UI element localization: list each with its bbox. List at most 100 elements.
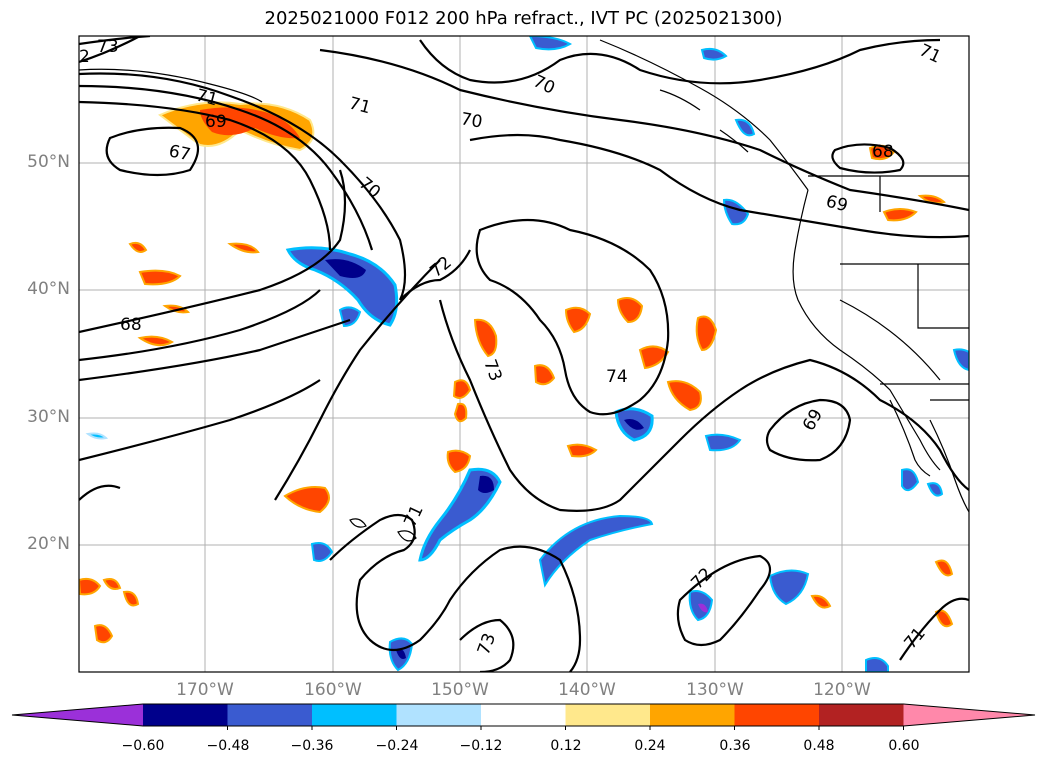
anomaly-blob <box>453 402 468 423</box>
gridlines <box>79 36 969 672</box>
colorbar-tick: −0.12 <box>459 738 503 754</box>
lon-label-170w: 170°W <box>176 680 234 700</box>
contour-label: 73 <box>97 37 119 57</box>
contour-line <box>899 597 969 661</box>
anomaly-blob <box>418 467 502 562</box>
contour-line <box>274 259 441 501</box>
lat-label-50n: 50°N <box>27 152 70 172</box>
contour-line <box>831 143 905 174</box>
contours <box>79 36 969 672</box>
colorbar-segment <box>819 704 904 726</box>
anomaly-blob <box>122 590 140 607</box>
anomaly-blob <box>564 306 592 334</box>
contour-line <box>105 126 200 177</box>
page-title: 2025021000 F012 200 hPa refract., IVT PC… <box>264 8 783 29</box>
contour-line <box>459 618 515 672</box>
anomaly-blob <box>533 364 556 386</box>
contour-label: 2 <box>79 47 90 67</box>
anomaly-blob <box>566 443 598 458</box>
anomaly-blob <box>310 542 334 562</box>
contour-line <box>79 484 121 501</box>
anomaly-blob <box>882 208 918 222</box>
colorbar-segment <box>396 704 482 726</box>
colorbar-tick: 0.12 <box>550 738 582 754</box>
anomaly-blob <box>616 297 644 324</box>
contour-line <box>419 38 941 85</box>
anomaly-blob <box>478 475 494 493</box>
anomaly-blob <box>446 449 472 474</box>
anomaly-blob <box>200 107 300 139</box>
contour-label: 74 <box>606 367 628 387</box>
anomaly-blob <box>93 624 114 644</box>
anomaly-blob <box>325 259 366 278</box>
colorbar <box>11 703 1036 730</box>
colorbar-tick: 0.60 <box>888 738 920 754</box>
anomaly-blob <box>473 318 498 358</box>
contour-label: 67 <box>167 141 192 165</box>
coastline-hawaii-1 <box>397 530 417 542</box>
contour-line <box>79 318 351 382</box>
contour-label: 70 <box>459 109 484 132</box>
colorbar-outline <box>11 703 1036 727</box>
contour-line <box>79 84 374 251</box>
lon-label-150w: 150°W <box>431 680 489 700</box>
anomaly-blob <box>538 514 654 588</box>
contour-line <box>79 379 321 462</box>
colorbar-tick: 0.24 <box>634 738 666 754</box>
colorbar-tick: 0.48 <box>803 738 835 754</box>
map-content: 73 2 71 69 67 71 70 70 70 71 68 69 68 72… <box>79 36 969 672</box>
colorbar-tick: 0.36 <box>719 738 751 754</box>
anomaly-blob <box>285 246 399 327</box>
anomaly-blob <box>695 315 718 352</box>
contour-line <box>79 36 141 64</box>
anomaly-blob <box>934 609 954 628</box>
anomaly-blob <box>666 380 702 412</box>
contour-label: 69 <box>205 112 227 132</box>
anomaly-blob <box>865 657 889 672</box>
anomaly-blob <box>700 47 728 61</box>
contour-line <box>765 398 852 462</box>
colorbar-tick: −0.60 <box>121 738 165 754</box>
colorbar-segment <box>734 704 820 726</box>
anomaly-blob <box>901 468 920 492</box>
anomaly-blob <box>528 36 573 51</box>
lat-label-30n: 30°N <box>27 407 70 427</box>
lon-label-130w: 130°W <box>686 680 744 700</box>
contour-line <box>469 133 969 239</box>
lon-label-120w: 120°W <box>813 680 871 700</box>
anomaly-blob <box>102 578 122 590</box>
colorbar-tick: −0.24 <box>375 738 419 754</box>
lat-label-40n: 40°N <box>27 279 70 299</box>
anomaly-blob <box>952 348 969 372</box>
colorbar-segment <box>481 704 566 726</box>
coastline-alaska <box>79 68 263 103</box>
anomaly-blob <box>624 419 644 430</box>
positive-anomaly-fills <box>79 101 954 644</box>
coastline-mexico <box>929 419 969 513</box>
colorbar-extend-high <box>903 704 1035 726</box>
anomaly-blob <box>722 198 750 226</box>
anomaly-blob <box>79 577 102 596</box>
lat-label-20n: 20°N <box>27 534 70 554</box>
colorbar-segment <box>143 704 228 726</box>
contour-line <box>676 554 772 647</box>
coastlines <box>79 39 969 542</box>
anomaly-blob <box>810 594 832 609</box>
contour-line <box>79 100 332 251</box>
anomaly-blob <box>85 432 109 440</box>
anomaly-blob <box>452 379 472 399</box>
lon-label-160w: 160°W <box>304 680 362 700</box>
colorbar-segment <box>650 704 735 726</box>
anomaly-blob <box>734 118 756 137</box>
anomaly-blob <box>638 345 670 370</box>
anomaly-blob <box>698 603 708 613</box>
coastline-bc-islands <box>659 89 749 153</box>
colorbar-segment <box>227 704 313 726</box>
lon-label-140w: 140°W <box>558 680 616 700</box>
contour-line <box>319 48 969 212</box>
contour-line <box>739 358 969 491</box>
contour-line <box>79 72 407 301</box>
anomaly-blob <box>704 433 742 452</box>
anomaly-blob <box>768 569 810 606</box>
